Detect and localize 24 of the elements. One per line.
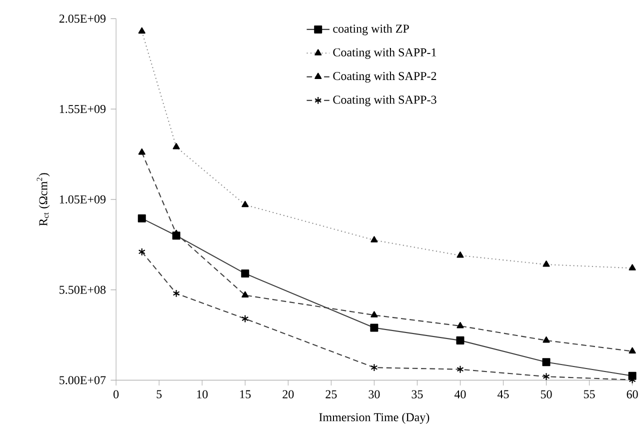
- y-tick-label: 1.05E+09: [60, 195, 106, 204]
- y-tick-label: 1.55E+09: [60, 104, 106, 114]
- x-tick-label: 25: [326, 390, 337, 398]
- x-tick-label: 50: [540, 390, 552, 398]
- y-tick-label: 5.50E+08: [60, 286, 106, 294]
- y-axis-title: R$_{ct}$ (Ωcm$^{2}$): [36, 173, 50, 226]
- x-tick-label: 40: [454, 390, 466, 398]
- x-tick-label: 10: [197, 390, 208, 398]
- x-tick-label: 15: [240, 390, 251, 398]
- x-tick-label: 5: [156, 390, 162, 398]
- x-axis-title: Immersion Time (Day): [319, 412, 430, 424]
- legend-label: Coating with SAPP-1: [333, 48, 436, 59]
- x-tick-label: 35: [412, 390, 423, 398]
- legend-label: coating with ZP: [333, 24, 409, 36]
- x-tick-label: 60: [626, 390, 638, 398]
- x-tick-label: 0: [114, 390, 119, 398]
- y-tick-label: 2.05E+09: [59, 14, 106, 23]
- x-tick-label: 55: [584, 390, 595, 398]
- x-tick-label: 20: [282, 390, 294, 398]
- legend-label: Coating with SAPP-3: [333, 95, 436, 106]
- y-tick-label: 5.00E+07: [60, 376, 106, 384]
- x-tick-label: 30: [368, 390, 380, 398]
- legend-label: Coating with SAPP-2: [333, 72, 436, 82]
- x-tick-label: 45: [497, 390, 509, 398]
